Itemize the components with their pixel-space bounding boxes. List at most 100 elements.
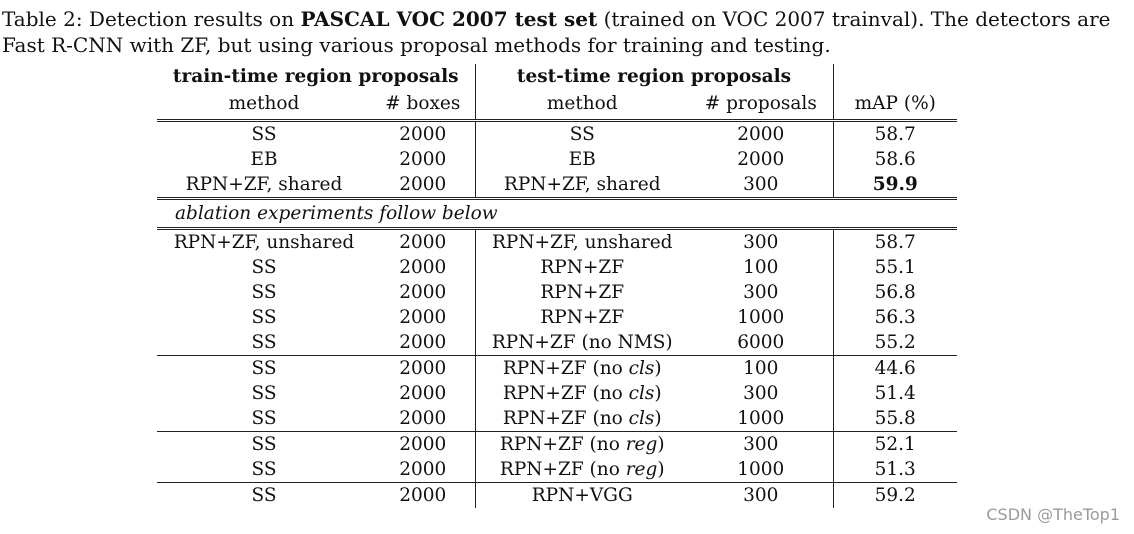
col-header-boxes: # boxes <box>371 90 476 122</box>
cell-map: 56.8 <box>874 282 916 303</box>
map-group-spacer <box>833 64 957 90</box>
cell-proposals: 300 <box>689 381 834 406</box>
column-header-row: method # boxes method # proposals mAP (%… <box>157 90 957 122</box>
cell-map: 51.4 <box>874 383 916 404</box>
test-group-header: test-time region proposals <box>475 64 834 90</box>
cell-map: 59.2 <box>874 485 916 506</box>
cell-boxes: 2000 <box>371 280 476 305</box>
table-row: SS 2000 RPN+ZF 100 55.1 <box>157 255 957 280</box>
table-row: SS 2000 RPN+ZF (no NMS) 6000 55.2 <box>157 330 957 356</box>
cell-boxes: 2000 <box>371 406 476 432</box>
cell-train-method: RPN+ZF, shared <box>157 172 371 200</box>
caption-line-1: Table 2: Detection results on PASCAL VOC… <box>2 6 1132 32</box>
table-row: SS 2000 SS 2000 58.7 <box>157 120 957 147</box>
cell-test-method: SS <box>569 124 595 145</box>
cell-proposals: 1000 <box>689 457 834 483</box>
table-row: SS 2000 RPN+VGG 300 59.2 <box>157 482 957 508</box>
cell-train-method: SS <box>157 330 371 356</box>
cell-proposals: 100 <box>689 255 834 280</box>
ablated-component: cls <box>628 383 655 404</box>
cell-boxes: 2000 <box>371 457 476 483</box>
cell-train-method: EB <box>250 149 278 170</box>
table-row: SS 2000 RPN+ZF 300 56.8 <box>157 280 957 305</box>
caption-prefix: Table 2: Detection results on <box>2 7 301 31</box>
cell-boxes: 2000 <box>371 172 476 200</box>
cell-boxes: 2000 <box>371 228 476 255</box>
cell-test-method: RPN+ZF (no cls) <box>502 383 662 404</box>
cell-proposals: 300 <box>689 228 834 255</box>
cell-proposals: 1000 <box>689 305 834 330</box>
watermark: CSDN @TheTop1 <box>986 505 1120 524</box>
cell-map: 55.2 <box>833 330 957 356</box>
cell-train-method: SS <box>251 485 277 506</box>
cell-boxes: 2000 <box>371 120 476 147</box>
cell-boxes: 2000 <box>371 305 476 330</box>
results-table: train-time region proposals test-time re… <box>157 64 957 508</box>
train-group-header: train-time region proposals <box>157 64 476 90</box>
cell-train-method: SS <box>251 124 277 145</box>
cell-boxes: 2000 <box>371 431 476 457</box>
cell-boxes: 2000 <box>371 255 476 280</box>
table-row: EB 2000 EB 2000 58.6 <box>157 147 957 172</box>
cell-train-method: SS <box>251 383 277 404</box>
cell-proposals: 6000 <box>689 330 834 356</box>
cell-map: 44.6 <box>874 358 916 379</box>
ablated-component: cls <box>628 408 655 429</box>
cell-boxes: 2000 <box>371 482 476 508</box>
cell-test-method: RPN+ZF, unshared <box>491 232 673 253</box>
cell-map: 58.7 <box>874 124 916 145</box>
cell-train-method: SS <box>251 434 277 455</box>
table-row: SS 2000 RPN+ZF (no cls) 1000 55.8 <box>157 406 957 432</box>
cell-proposals: 300 <box>689 482 834 508</box>
cell-map: 56.3 <box>874 307 916 328</box>
cell-train-method: SS <box>157 406 371 432</box>
table-row: SS 2000 RPN+ZF (no reg) 300 52.1 <box>157 431 957 457</box>
cell-proposals: 300 <box>689 172 834 200</box>
cell-test-method: RPN+ZF (no reg) <box>499 434 665 455</box>
cell-test-method: RPN+ZF (no reg) <box>475 457 689 483</box>
group-header-row: train-time region proposals test-time re… <box>157 64 957 90</box>
cell-train-method: SS <box>251 282 277 303</box>
cell-map: 55.8 <box>833 406 957 432</box>
ablated-component: reg <box>625 459 658 480</box>
table-caption: Table 2: Detection results on PASCAL VOC… <box>2 6 1132 58</box>
cell-test-method: RPN+ZF (no NMS) <box>475 330 689 356</box>
cell-boxes: 2000 <box>371 147 476 172</box>
cell-test-method: RPN+ZF (no cls) <box>502 358 662 379</box>
table-row: SS 2000 RPN+ZF (no cls) 300 51.4 <box>157 381 957 406</box>
table-row: SS 2000 RPN+ZF 1000 56.3 <box>157 305 957 330</box>
ablation-label: ablation experiments follow below <box>157 198 957 230</box>
col-header-map: mAP (%) <box>833 90 957 122</box>
results-table-container: train-time region proposals test-time re… <box>157 64 957 508</box>
ablation-label-row: ablation experiments follow below <box>157 198 957 230</box>
results-table-body: train-time region proposals test-time re… <box>157 64 957 508</box>
col-header-test-method: method <box>475 90 689 122</box>
table-row: RPN+ZF, shared 2000 RPN+ZF, shared 300 59.9 <box>157 172 957 200</box>
cell-test-method: RPN+ZF <box>540 282 625 303</box>
caption-dataset: PASCAL VOC 2007 test set <box>300 7 598 31</box>
cell-proposals: 2000 <box>689 120 834 147</box>
col-header-train-method: method <box>157 90 371 122</box>
cell-test-method: RPN+ZF (no cls) <box>475 406 689 432</box>
cell-train-method: SS <box>251 257 277 278</box>
cell-map: 58.7 <box>874 232 916 253</box>
cell-map: 59.9 <box>833 172 957 200</box>
cell-proposals: 1000 <box>689 406 834 432</box>
cell-train-method: SS <box>251 307 277 328</box>
cell-boxes: 2000 <box>371 355 476 381</box>
cell-boxes: 2000 <box>371 381 476 406</box>
cell-test-method: RPN+VGG <box>531 485 633 506</box>
cell-proposals: 300 <box>689 280 834 305</box>
cell-map: 51.3 <box>833 457 957 483</box>
cell-proposals: 2000 <box>689 147 834 172</box>
cell-test-method: RPN+ZF <box>540 307 625 328</box>
cell-map: 55.1 <box>874 257 916 278</box>
caption-line-2: Fast R-CNN with ZF, but using various pr… <box>2 33 831 57</box>
cell-proposals: 100 <box>689 355 834 381</box>
cell-train-method: SS <box>251 358 277 379</box>
cell-boxes: 2000 <box>371 330 476 356</box>
table-row: RPN+ZF, unshared 2000 RPN+ZF, unshared 300 5… <box>157 228 957 255</box>
cell-map: 52.1 <box>874 434 916 455</box>
cell-map: 58.6 <box>874 149 916 170</box>
col-header-proposals: # proposals <box>689 90 834 122</box>
